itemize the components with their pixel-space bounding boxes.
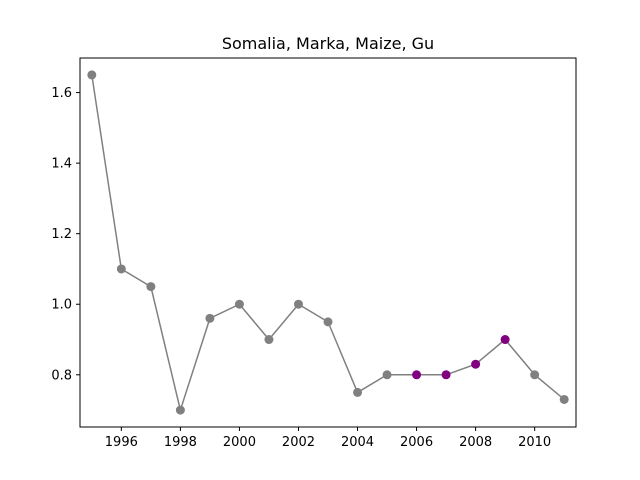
data-point [87,70,97,80]
y-tick-label: 1.2 [51,227,72,242]
data-point [412,370,422,380]
series-layer [87,70,569,415]
x-axis: 1996 1998 2000 2002 2004 2006 2008 2010 [105,427,551,450]
data-point [382,370,392,380]
data-point [441,370,451,380]
data-point [500,335,510,345]
x-tick-label: 1996 [105,435,138,450]
data-point [116,264,126,274]
y-tick-label: 1.4 [51,157,72,172]
data-point [205,313,215,323]
x-tick-label: 2004 [341,435,374,450]
data-point [530,370,540,380]
data-point [353,387,363,397]
x-tick-label: 2010 [518,435,551,450]
data-point [146,282,156,292]
y-axis: 0.8 1.0 1.2 1.4 1.6 [51,86,80,383]
data-point [293,299,303,309]
data-point [471,359,481,369]
x-tick-label: 2000 [223,435,256,450]
data-point [323,317,333,327]
series-line [91,74,565,411]
data-point [559,394,569,404]
x-tick-label: 2006 [400,435,433,450]
data-point [264,335,274,345]
data-point [175,405,185,415]
chart-title: Somalia, Marka, Maize, Gu [222,34,434,53]
y-tick-label: 0.8 [51,368,72,383]
y-tick-label: 1.6 [51,86,72,101]
x-tick-label: 1998 [164,435,197,450]
data-point [234,299,244,309]
y-tick-label: 1.0 [51,298,72,313]
x-tick-label: 2008 [459,435,492,450]
x-tick-label: 2002 [282,435,315,450]
plot-frame [79,57,577,428]
